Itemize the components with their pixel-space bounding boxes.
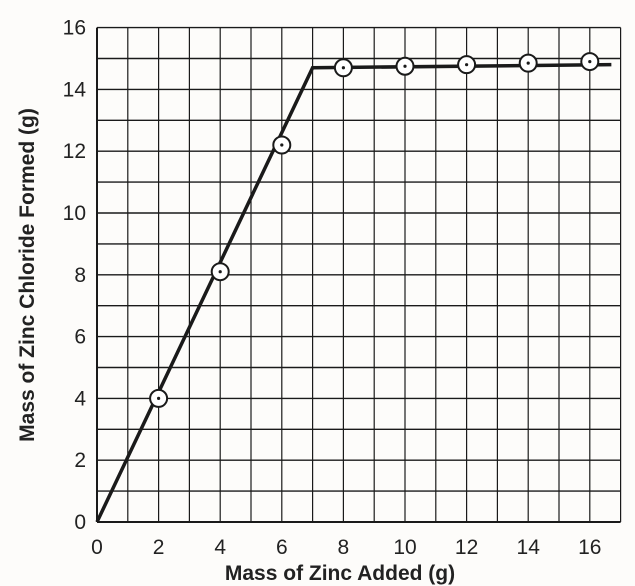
y-tick-label: 0 (74, 511, 86, 534)
y-tick-label: 4 (74, 387, 86, 410)
data-point-center (526, 61, 530, 65)
y-tick-label: 2 (74, 449, 86, 472)
grid (96, 26, 622, 523)
x-tick-label: 0 (91, 536, 103, 559)
y-tick-labels: 0 2 4 6 8 10 12 14 16 (63, 17, 87, 534)
data-point-center (157, 396, 161, 400)
x-tick-labels: 0 2 4 6 8 10 12 14 16 (91, 536, 601, 559)
x-tick-label: 6 (276, 536, 288, 559)
y-axis-title: Mass of Zinc Chloride Formed (g) (16, 108, 39, 442)
x-tick-label: 12 (455, 536, 478, 559)
data-point-center (465, 63, 469, 67)
data-line (95, 62, 612, 523)
x-tick-label: 2 (153, 536, 165, 559)
series (95, 52, 612, 523)
data-point-center (280, 143, 284, 147)
y-tick-label: 8 (74, 264, 86, 287)
y-tick-label: 16 (63, 17, 86, 40)
data-point-center (588, 59, 592, 64)
y-tick-label: 12 (63, 140, 86, 163)
x-tick-label: 8 (338, 536, 350, 559)
x-axis-title: Mass of Zinc Added (g) (225, 562, 455, 585)
x-tick-label: 10 (393, 536, 416, 559)
data-point-center (403, 64, 407, 68)
x-tick-label: 4 (214, 536, 226, 559)
x-tick-label: 16 (578, 536, 601, 559)
y-tick-label: 10 (63, 202, 86, 225)
data-point-center (218, 270, 222, 274)
x-tick-label: 14 (517, 536, 541, 559)
y-tick-label: 14 (63, 78, 87, 101)
data-point-center (341, 66, 345, 70)
y-tick-label: 6 (74, 326, 86, 349)
